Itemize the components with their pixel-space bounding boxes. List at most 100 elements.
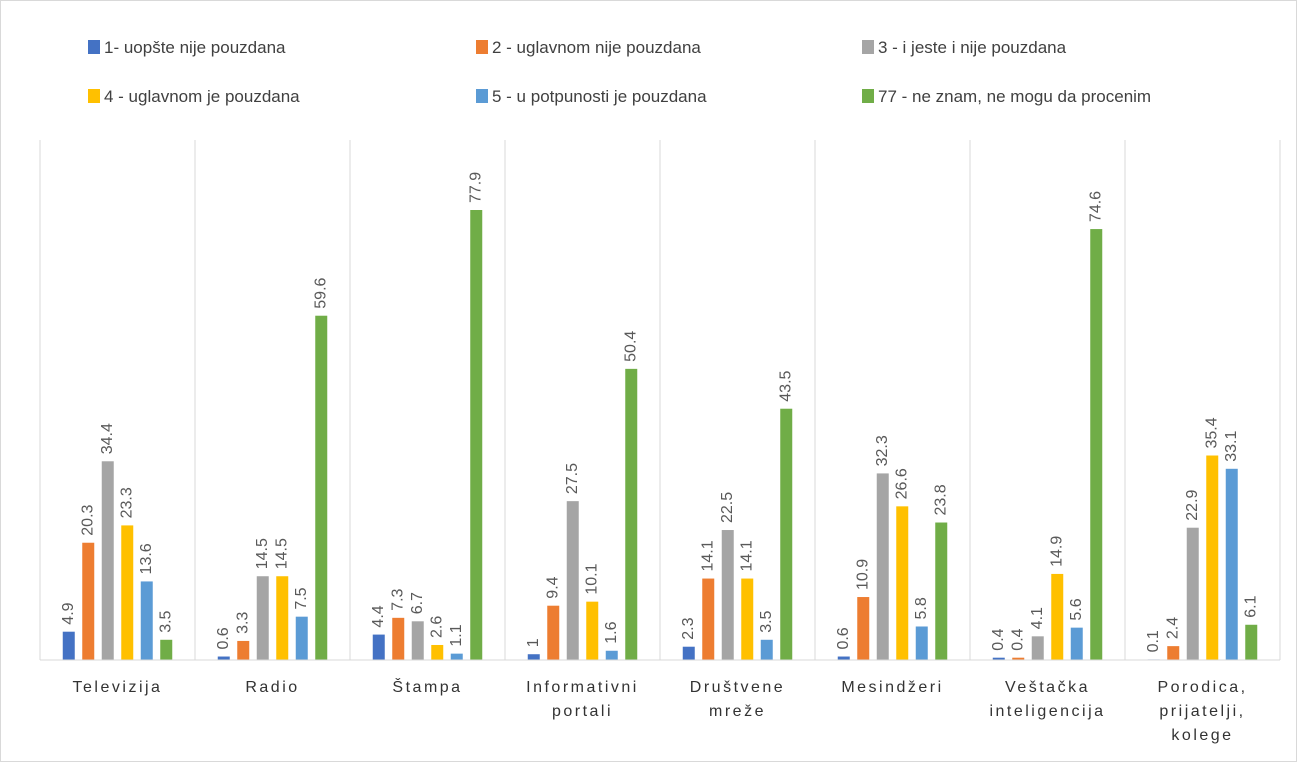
data-label: 20.3: [79, 504, 96, 535]
data-label: 7.5: [293, 587, 310, 609]
data-label: 10.1: [583, 563, 600, 594]
bar: [62, 631, 75, 660]
bar: [605, 650, 618, 660]
bar: [237, 640, 250, 660]
bar: [857, 597, 870, 660]
data-label: 77.9: [467, 172, 484, 203]
x-tick-label: Porodica, prijatelji, kolege: [1157, 679, 1248, 744]
data-label: 9.4: [544, 576, 561, 598]
bar: [721, 530, 734, 660]
data-label: 2.3: [680, 617, 697, 639]
legend-swatch: [88, 40, 100, 54]
data-label: 4.1: [1029, 607, 1046, 629]
bar: [566, 501, 579, 660]
data-label: 0.6: [215, 627, 232, 649]
bar: [876, 473, 889, 660]
bar: [431, 644, 444, 660]
data-label: 59.6: [312, 277, 329, 308]
data-label: 3.3: [234, 612, 251, 634]
legend-label: 5 - u potpunosti je pouzdana: [492, 87, 707, 106]
bar: [256, 576, 269, 660]
bar: [547, 605, 560, 660]
data-label: 50.4: [622, 331, 639, 362]
bar: [82, 542, 95, 660]
bar: [1031, 636, 1044, 660]
data-label: 6.7: [409, 592, 426, 614]
bar: [1070, 627, 1083, 660]
legend-swatch: [862, 40, 874, 54]
bar: [760, 639, 773, 660]
data-label: 0.4: [1009, 628, 1026, 650]
bar: [527, 654, 540, 660]
bar: [1012, 657, 1025, 660]
data-label: 2.4: [1164, 617, 1181, 639]
data-label: 22.9: [1184, 489, 1201, 520]
bar: [741, 578, 754, 660]
bar: [121, 525, 134, 660]
bar: [1245, 624, 1258, 660]
data-label: 1: [525, 638, 542, 647]
legend-swatch: [88, 89, 100, 103]
data-label: 3.5: [157, 610, 174, 632]
bar: [295, 616, 308, 660]
bar: [702, 578, 715, 660]
bar: [1186, 527, 1199, 660]
bar: [1090, 229, 1103, 660]
bar: [1225, 468, 1238, 660]
bar: [470, 210, 483, 660]
bar: [935, 522, 948, 660]
bar: [140, 581, 153, 660]
data-label: 0.1: [1145, 630, 1162, 652]
x-tick-label: Televizija: [72, 679, 163, 696]
x-tick-label: Mesindžeri: [841, 679, 944, 696]
bar: [780, 408, 793, 660]
data-label: 6.1: [1242, 595, 1259, 617]
data-label: 27.5: [564, 463, 581, 494]
x-tick-label: Veštačka inteligencija: [989, 679, 1106, 720]
data-label: 0.4: [990, 628, 1007, 650]
legend-swatch: [476, 40, 488, 54]
legend-label: 77 - ne znam, ne mogu da procenim: [878, 87, 1151, 106]
bar: [586, 601, 599, 660]
data-label: 3.5: [758, 610, 775, 632]
legend-label: 4 - uglavnom je pouzdana: [104, 87, 300, 106]
data-label: 74.6: [1087, 191, 1104, 222]
data-label: 4.4: [370, 605, 387, 627]
data-label: 2.6: [428, 616, 445, 638]
legend-swatch: [476, 89, 488, 103]
data-label: 35.4: [1203, 417, 1220, 448]
x-tick-label: Društvene mreže: [689, 679, 786, 720]
data-label: 14.1: [699, 540, 716, 571]
data-label: 10.9: [854, 559, 871, 590]
x-tick-label: Štampa: [392, 679, 463, 696]
bar: [315, 315, 328, 660]
bar: [837, 656, 850, 660]
data-label: 4.9: [60, 602, 77, 624]
bar: [1206, 455, 1219, 660]
bar: [1051, 573, 1064, 660]
data-label: 14.1: [738, 540, 755, 571]
data-label: 14.5: [273, 538, 290, 569]
legend-label: 3 - i jeste i nije pouzdana: [878, 38, 1067, 57]
bar: [992, 657, 1005, 660]
data-label: 34.4: [99, 423, 116, 454]
bar: [372, 634, 385, 660]
bar: [101, 461, 114, 660]
legend-label: 1- uopšte nije pouzdana: [104, 38, 286, 57]
data-label: 23.8: [932, 484, 949, 515]
data-label: 13.6: [138, 543, 155, 574]
data-label: 33.1: [1223, 431, 1240, 462]
bar: [411, 621, 424, 660]
data-label: 14.9: [1048, 536, 1065, 567]
bar: [896, 506, 909, 660]
bar: [625, 368, 638, 660]
data-label: 32.3: [874, 435, 891, 466]
data-label: 1.6: [603, 621, 620, 643]
data-label: 5.8: [913, 597, 930, 619]
x-tick-label: Informativni portali: [526, 679, 639, 720]
x-tick-label: Radio: [245, 679, 300, 696]
bar: [160, 639, 173, 660]
bar: [276, 576, 289, 660]
data-label: 43.5: [777, 370, 794, 401]
